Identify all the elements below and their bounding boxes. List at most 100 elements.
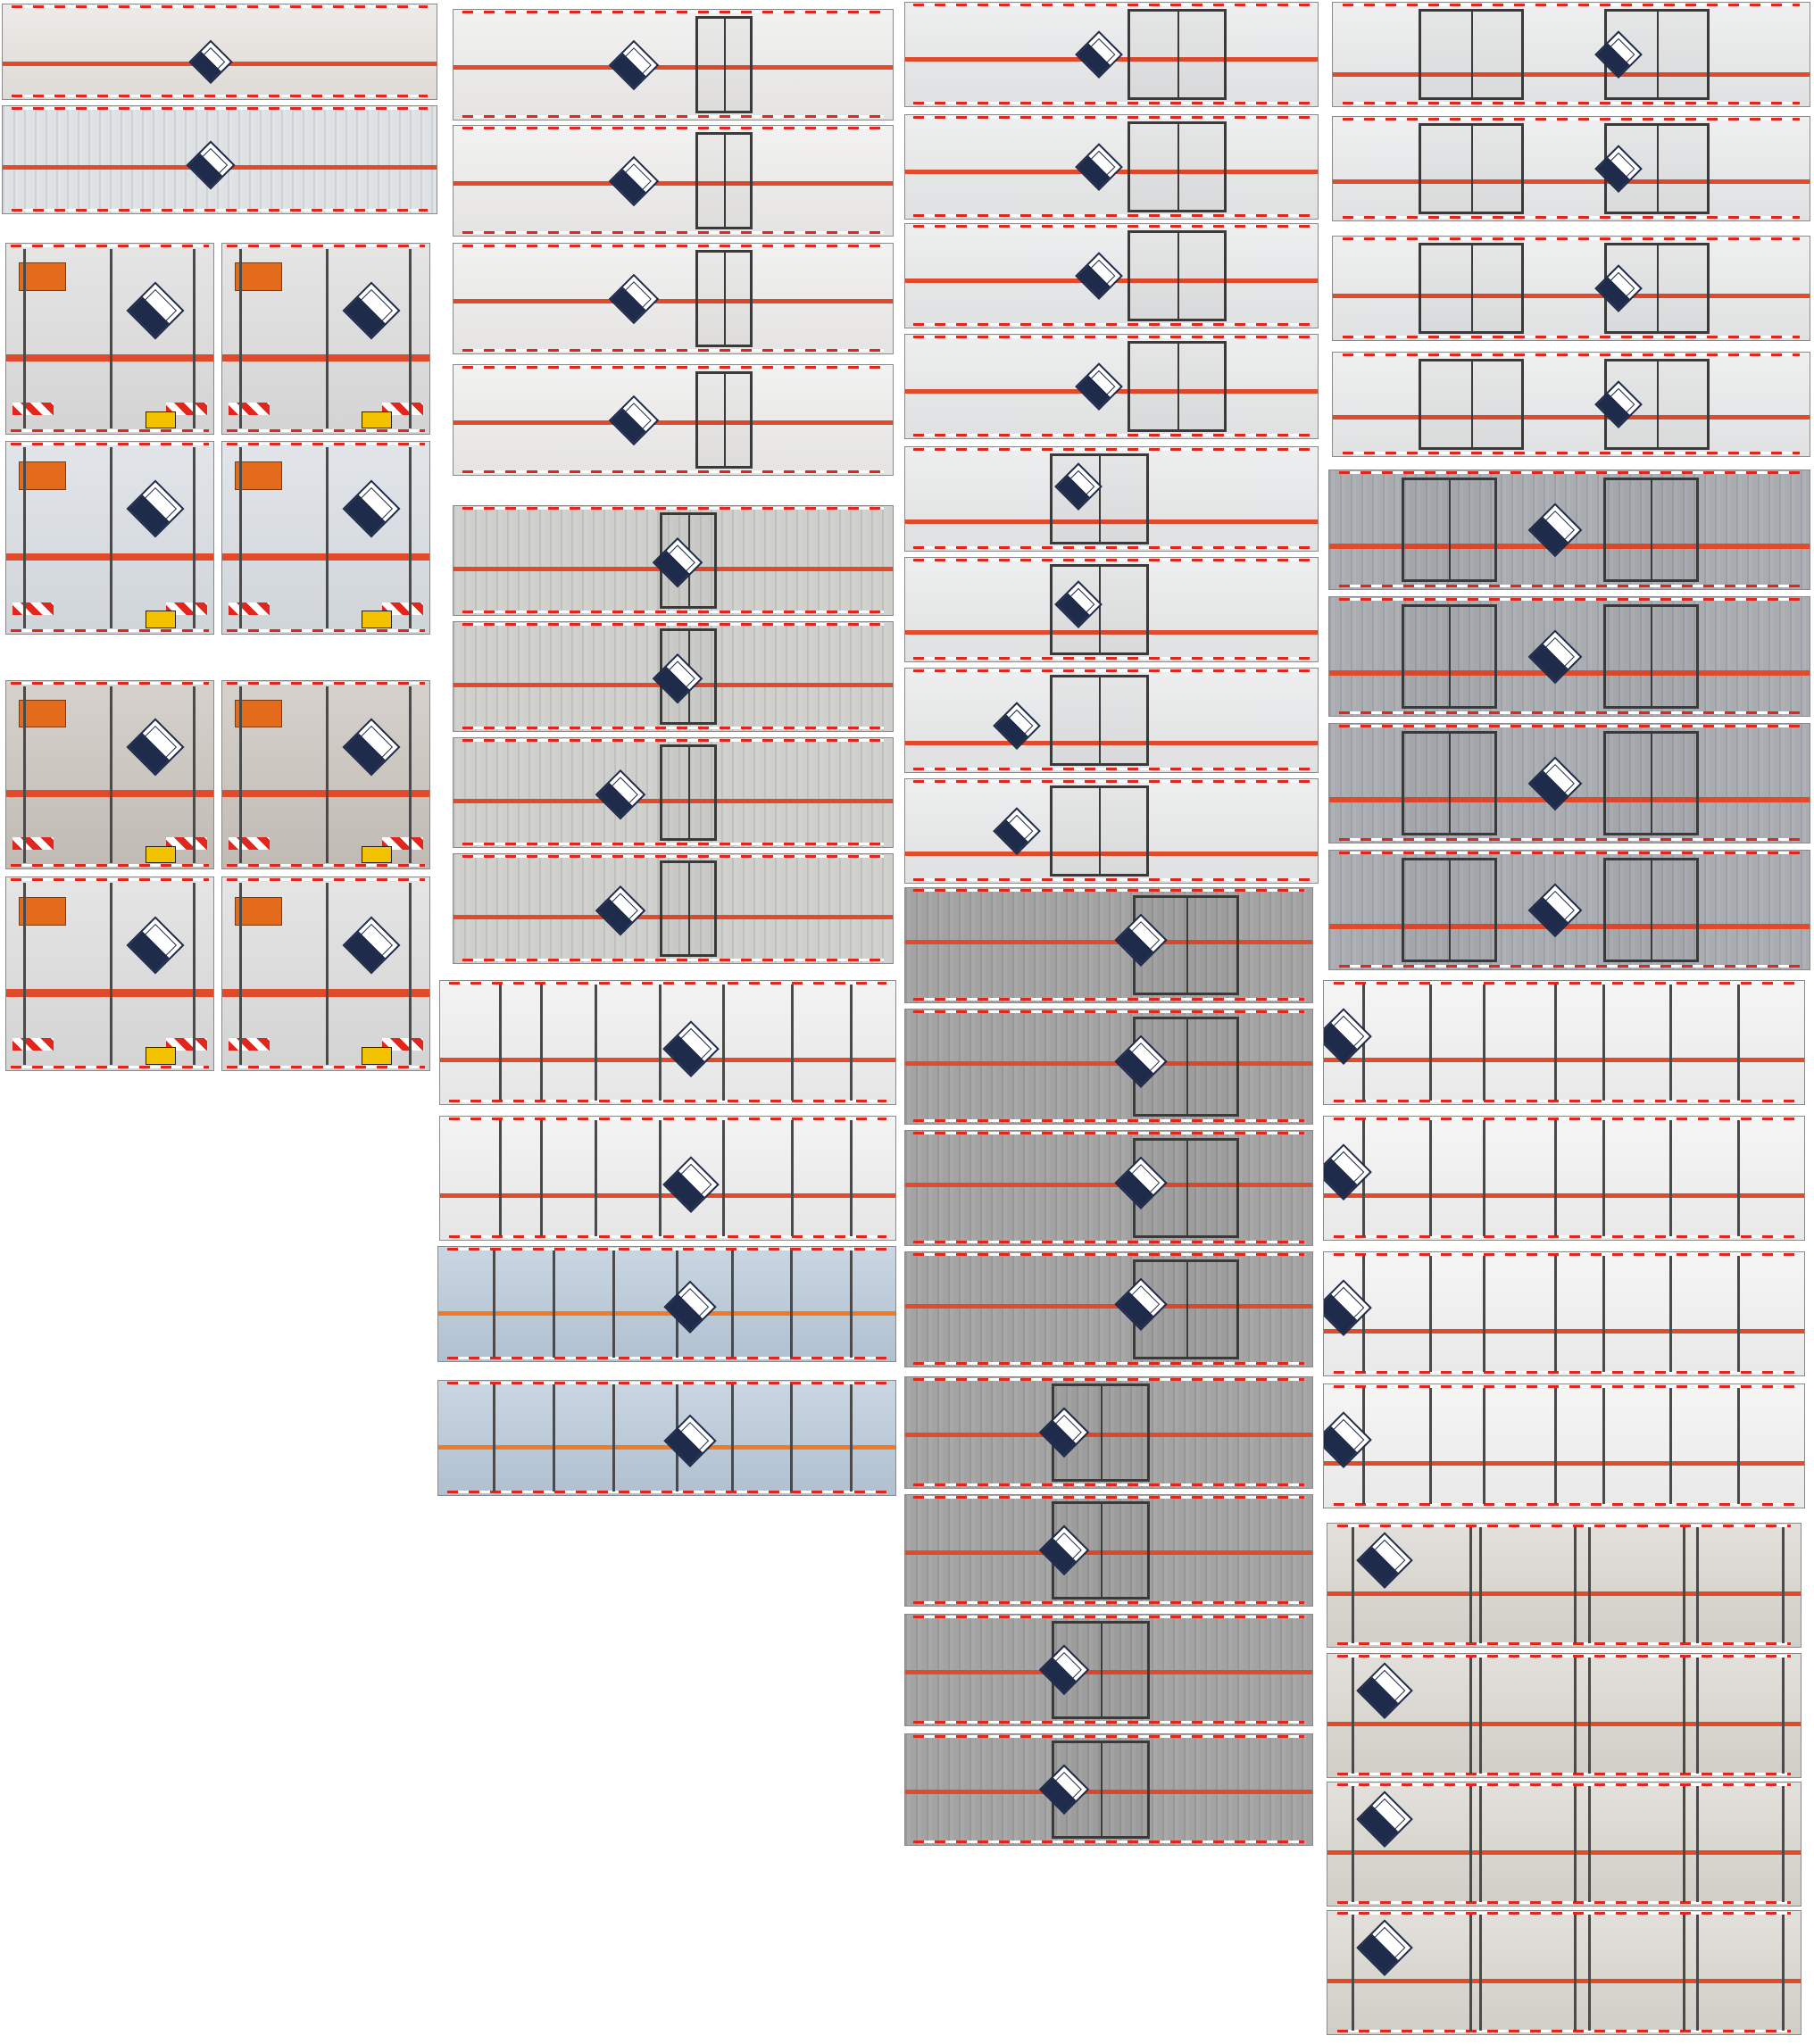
orange-stripe <box>454 799 893 804</box>
reflective-strip-top <box>447 1382 886 1384</box>
reflective-strip-top <box>913 1253 1304 1256</box>
vertical-post <box>1478 1658 1482 1774</box>
corrosive-hazard-diamond-icon <box>662 1156 720 1213</box>
vertical-post <box>850 1120 853 1236</box>
side-panel <box>904 2 1319 107</box>
vertical-post <box>1429 985 1433 1101</box>
reflective-strip-bottom <box>913 1241 1304 1243</box>
reflective-strip-bottom <box>1338 965 1801 968</box>
cargo-door <box>1401 477 1498 583</box>
reflective-strip-top <box>462 507 885 510</box>
side-panel <box>904 114 1319 220</box>
reflective-strip-top <box>1338 598 1801 601</box>
cargo-door <box>1049 453 1149 545</box>
reflective-strip-top <box>226 682 426 685</box>
reflective-strip-top <box>1342 353 1801 356</box>
orange-warning-plate-icon <box>234 461 282 490</box>
reflective-strip-bottom <box>1333 1235 1795 1238</box>
vertical-post <box>493 1383 496 1492</box>
side-panel <box>1323 1383 1805 1508</box>
rear-chevron-left <box>12 602 54 615</box>
reflective-strip-top <box>913 780 1310 783</box>
side-panel <box>439 1116 896 1241</box>
orange-stripe <box>905 741 1318 746</box>
vertical-post <box>553 1250 555 1359</box>
danger-goods-tag <box>361 611 393 628</box>
vertical-post <box>790 1250 794 1359</box>
vertical-post <box>1781 1915 1785 2031</box>
orange-stripe <box>1333 293 1810 298</box>
reflective-strip-bottom <box>1333 1371 1795 1374</box>
side-panel <box>904 1009 1313 1125</box>
reflective-strip-top <box>913 1132 1304 1134</box>
reflective-strip-top <box>1336 1655 1792 1658</box>
reflective-strip-bottom <box>1336 2030 1792 2032</box>
rear-post-left <box>22 249 26 428</box>
orange-warning-plate-icon <box>18 700 66 728</box>
orange-stripe <box>905 519 1318 525</box>
rear-door-panel <box>5 680 214 869</box>
vertical-post <box>730 1250 734 1359</box>
rear-door-panel <box>221 877 430 1071</box>
side-panel <box>453 505 894 616</box>
reflective-strip-bottom <box>913 1483 1304 1486</box>
reflective-strip-top <box>1336 1525 1792 1527</box>
vertical-post <box>1554 1120 1558 1236</box>
danger-goods-tag <box>145 611 177 628</box>
reflective-strip-bottom <box>462 727 885 729</box>
orange-stripe <box>1329 670 1810 676</box>
vertical-post <box>1554 1388 1558 1504</box>
vertical-post <box>850 985 853 1101</box>
side-panel <box>453 125 894 237</box>
corrosive-hazard-diamond-icon <box>126 916 185 975</box>
corrosive-hazard-diamond-icon <box>188 39 233 84</box>
orange-stripe <box>905 1550 1312 1555</box>
reflective-strip-top <box>1333 1118 1795 1120</box>
cargo-door <box>1128 340 1227 433</box>
reflective-strip-top <box>913 448 1310 451</box>
rear-chevron-left <box>228 1038 270 1051</box>
corrosive-hazard-diamond-icon <box>993 807 1041 855</box>
vertical-post <box>1696 1658 1700 1774</box>
side-panel <box>904 668 1319 773</box>
cargo-door <box>1049 674 1149 767</box>
vertical-post <box>1669 1120 1673 1236</box>
rear-chevron-right <box>381 837 424 850</box>
vertical-post <box>1696 1915 1700 2031</box>
side-panel <box>1323 1116 1805 1241</box>
corrosive-hazard-diamond-icon <box>342 916 401 975</box>
rear-chevron-right <box>165 602 208 615</box>
side-panel <box>904 778 1319 884</box>
corrosive-hazard-diamond-icon <box>1075 252 1123 300</box>
side-panel <box>904 1130 1313 1246</box>
reflective-strip-bottom <box>10 429 210 432</box>
cargo-door <box>1401 857 1498 963</box>
side-panel <box>2 105 437 214</box>
reflective-strip-bottom <box>226 429 426 432</box>
side-panel <box>1323 980 1805 1105</box>
reflective-strip-top <box>1342 4 1801 6</box>
orange-stripe <box>454 64 893 70</box>
vertical-post <box>1696 1527 1700 1643</box>
reflective-strip-bottom <box>913 998 1304 1001</box>
orange-stripe <box>454 420 893 425</box>
reflective-strip-top <box>1336 1912 1792 1915</box>
cargo-door <box>1419 8 1524 101</box>
reflective-strip-top <box>913 116 1310 119</box>
side-panel <box>904 223 1319 328</box>
orange-warning-plate-icon <box>234 262 282 292</box>
reflective-strip-bottom <box>913 1601 1304 1604</box>
orange-stripe <box>905 852 1318 857</box>
reflective-strip-bottom <box>1336 1773 1792 1775</box>
corrosive-hazard-diamond-icon <box>1527 755 1583 811</box>
side-panel <box>1327 1782 1802 1907</box>
vertical-post <box>1469 1658 1472 1774</box>
orange-stripe <box>1327 1591 1801 1597</box>
reflective-strip-bottom <box>462 611 885 613</box>
vertical-post <box>1602 985 1606 1101</box>
side-panel <box>1327 1910 1802 2035</box>
reflective-strip-top <box>226 245 426 247</box>
corrosive-hazard-diamond-icon <box>1355 1919 1413 1977</box>
vertical-post <box>1573 1658 1577 1774</box>
reflective-strip-top <box>462 623 885 626</box>
